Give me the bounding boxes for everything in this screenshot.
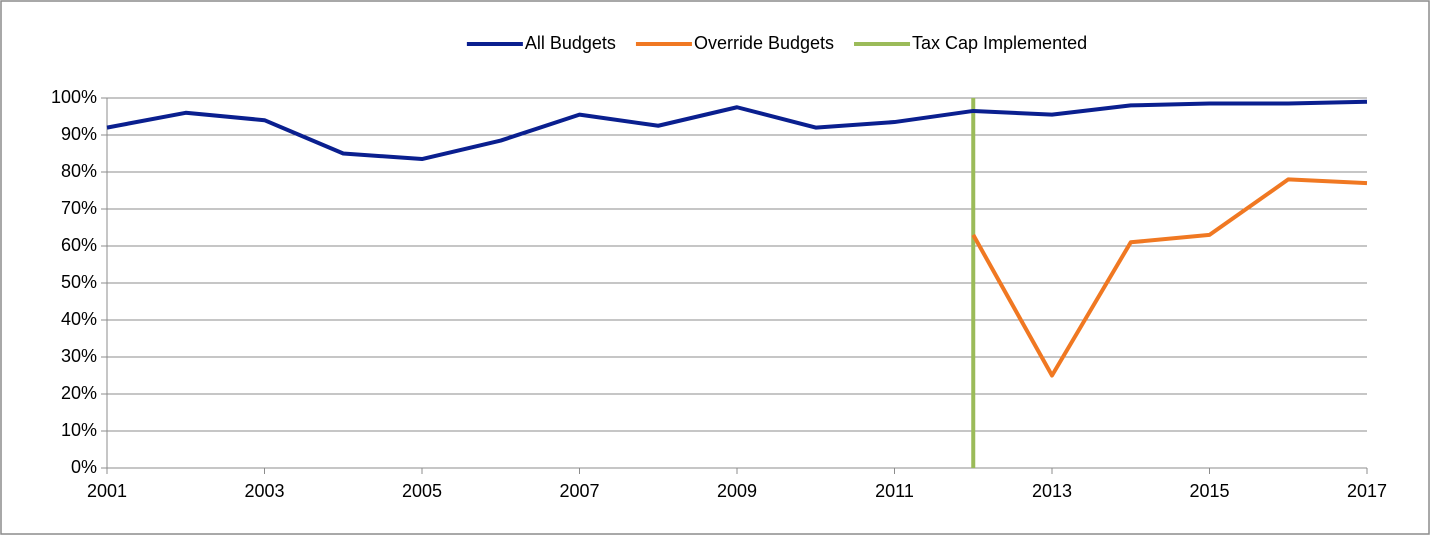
x-tick-label: 2017 <box>1347 481 1387 501</box>
y-tick-label: 70% <box>61 198 97 218</box>
x-tick-label: 2015 <box>1189 481 1229 501</box>
y-tick-label: 20% <box>61 383 97 403</box>
x-tick-label: 2001 <box>87 481 127 501</box>
x-tick-label: 2009 <box>717 481 757 501</box>
y-tick-label: 50% <box>61 272 97 292</box>
legend-label: Tax Cap Implemented <box>912 33 1087 53</box>
legend-label: All Budgets <box>525 33 616 53</box>
x-tick-label: 2013 <box>1032 481 1072 501</box>
y-tick-label: 80% <box>61 161 97 181</box>
x-tick-label: 2011 <box>875 481 914 501</box>
y-tick-label: 90% <box>61 124 97 144</box>
y-tick-label: 60% <box>61 235 97 255</box>
series-line <box>971 177 1368 378</box>
y-tick-label: 10% <box>61 420 97 440</box>
series-line <box>106 99 1368 162</box>
y-tick-label: 30% <box>61 346 97 366</box>
legend-label: Override Budgets <box>694 33 834 53</box>
x-tick-label: 2007 <box>559 481 599 501</box>
y-tick-label: 100% <box>51 87 97 107</box>
y-tick-label: 40% <box>61 309 97 329</box>
y-tick-label: 0% <box>71 457 97 477</box>
x-tick-label: 2003 <box>244 481 284 501</box>
x-tick-label: 2005 <box>402 481 442 501</box>
